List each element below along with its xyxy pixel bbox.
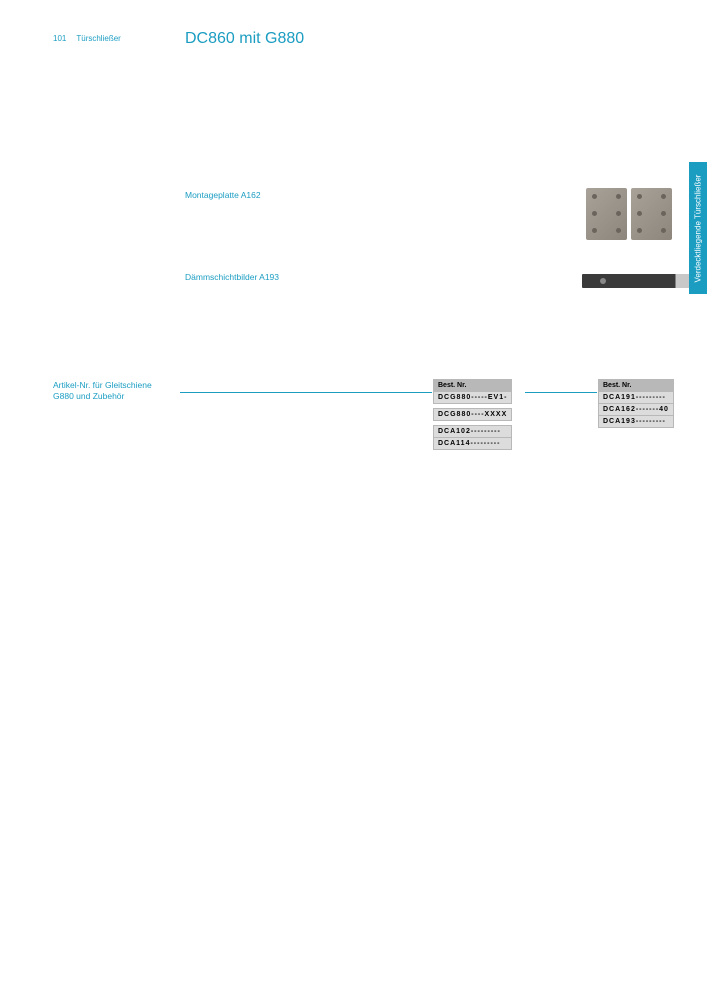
label-line2: G880 und Zubehör bbox=[53, 391, 152, 402]
article-number: DCA102--------- bbox=[434, 426, 512, 438]
plate-icon bbox=[631, 188, 672, 240]
table-row: DCA162-------40 bbox=[599, 404, 674, 416]
table-row: DCA102--------- bbox=[434, 426, 512, 438]
section-heading-a193: Dämmschichtbilder A193 bbox=[185, 272, 279, 282]
side-tab: Verdecktliegende Türschließer bbox=[689, 162, 707, 294]
table-row: DCG880----XXXX bbox=[434, 409, 512, 421]
article-number: DCA162-------40 bbox=[599, 404, 674, 416]
section-montageplatte: Montageplatte A162 bbox=[185, 190, 261, 204]
article-number: DCA191--------- bbox=[599, 392, 674, 404]
table-row: DCA193--------- bbox=[599, 416, 674, 428]
article-number: DCA114--------- bbox=[434, 438, 512, 450]
divider-line bbox=[180, 392, 432, 393]
section-daemmschicht: Dämmschichtbilder A193 bbox=[185, 272, 279, 286]
table-header: Best. Nr. bbox=[599, 380, 674, 392]
page-title: DC860 mit G880 bbox=[185, 30, 304, 48]
table-header: Best. Nr. bbox=[434, 380, 512, 392]
divider-line bbox=[525, 392, 597, 393]
article-group-label: Artikel-Nr. für Gleitschiene G880 und Zu… bbox=[53, 380, 152, 402]
article-table-1: Best. Nr. DCG880-----EV1- DCG880----XXXX D… bbox=[433, 379, 512, 450]
table-row: DCA191--------- bbox=[599, 392, 674, 404]
label-line1: Artikel-Nr. für Gleitschiene bbox=[53, 380, 152, 391]
article-number: DCG880----XXXX bbox=[434, 409, 512, 421]
side-tab-label: Verdecktliegende Türschließer bbox=[694, 164, 703, 294]
section-heading-a162: Montageplatte A162 bbox=[185, 190, 261, 200]
table-row: DCG880-----EV1- bbox=[434, 392, 512, 404]
page-header: 101 Türschließer bbox=[53, 34, 121, 43]
page-number: 101 bbox=[53, 34, 66, 43]
plate-icon bbox=[586, 188, 627, 240]
table-row: DCA114--------- bbox=[434, 438, 512, 450]
product-image-plates bbox=[586, 188, 674, 240]
page-section: Türschließer bbox=[76, 34, 120, 43]
article-number: DCG880-----EV1- bbox=[434, 392, 512, 404]
article-table-2: Best. Nr. DCA191---------DCA162-------40… bbox=[598, 379, 674, 428]
article-number: DCA193--------- bbox=[599, 416, 674, 428]
product-image-bar bbox=[582, 274, 692, 288]
